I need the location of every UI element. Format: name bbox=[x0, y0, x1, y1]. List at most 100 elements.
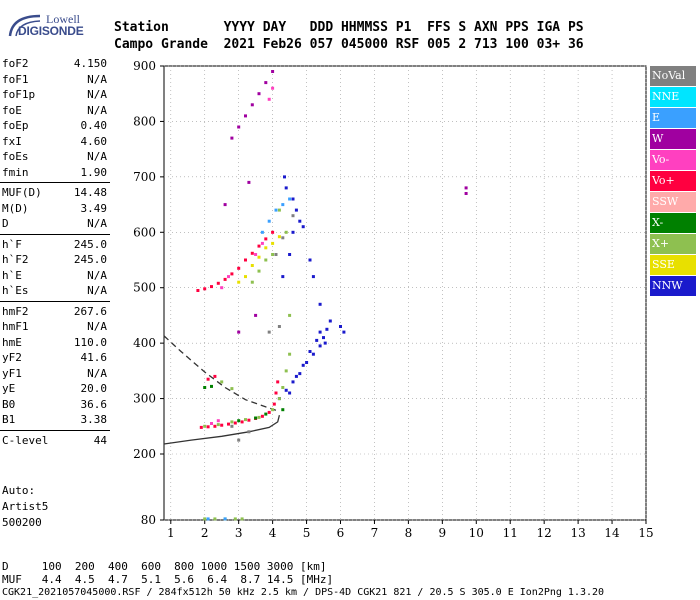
legend-item-x: X- bbox=[650, 213, 696, 234]
profile-solid-line bbox=[163, 415, 281, 445]
data-point bbox=[213, 374, 217, 378]
param-name: foEs bbox=[2, 150, 29, 163]
data-point bbox=[322, 336, 325, 340]
param-row: foF1 N/A bbox=[0, 72, 112, 88]
data-point bbox=[257, 255, 261, 259]
data-point bbox=[250, 264, 254, 267]
data-point bbox=[257, 92, 261, 96]
data-point bbox=[284, 230, 288, 234]
plot-frame bbox=[163, 65, 647, 521]
logo-line1: Lowell bbox=[46, 12, 80, 26]
data-point bbox=[244, 418, 247, 422]
legend-item-e: E bbox=[650, 108, 696, 129]
y-tick-label: 80 bbox=[141, 513, 156, 527]
param-value: 1.90 bbox=[80, 165, 108, 179]
param-value: N/A bbox=[87, 366, 107, 380]
x-tick-label: 8 bbox=[405, 526, 413, 540]
param-value: 41.6 bbox=[80, 351, 108, 364]
legend-item-noval: NoVal bbox=[650, 66, 696, 87]
param-value: N/A bbox=[87, 320, 107, 333]
data-point bbox=[237, 266, 241, 270]
data-point bbox=[230, 136, 234, 140]
file-info: CGK21_2021057045000.RSF / 284fx512h 50 k… bbox=[2, 587, 605, 598]
param-separator bbox=[0, 233, 110, 235]
data-point bbox=[301, 363, 305, 367]
data-point bbox=[311, 352, 315, 356]
param-row: B0 36.6 bbox=[0, 397, 112, 413]
data-point bbox=[250, 251, 254, 255]
data-point bbox=[298, 219, 302, 223]
data-point bbox=[267, 330, 271, 334]
param-name: h`Es bbox=[2, 284, 29, 297]
data-point bbox=[274, 208, 278, 212]
param-value: 36.6 bbox=[80, 397, 108, 411]
x-tick-label: 14 bbox=[604, 526, 620, 540]
param-name: M(D) bbox=[2, 201, 29, 215]
param-name: yF2 bbox=[2, 351, 22, 364]
param-row: h`E N/A bbox=[0, 268, 112, 284]
param-name: h`F2 bbox=[2, 253, 29, 266]
auto-label: Auto: bbox=[2, 484, 36, 497]
data-point bbox=[213, 424, 217, 428]
data-point bbox=[274, 253, 278, 256]
x-tick-label: 12 bbox=[537, 526, 552, 540]
param-value: 14.48 bbox=[73, 186, 107, 199]
data-point bbox=[277, 208, 281, 212]
data-point bbox=[257, 415, 261, 419]
data-point bbox=[233, 421, 237, 425]
y-tick-label: 300 bbox=[133, 392, 156, 406]
data-point bbox=[291, 197, 295, 201]
param-row: foF2 4.150 bbox=[0, 56, 112, 72]
data-point bbox=[230, 424, 234, 428]
distance-row: D 100 200 400 600 800 1000 1500 3000 [km… bbox=[2, 560, 327, 573]
data-point bbox=[339, 325, 342, 328]
data-point bbox=[277, 235, 281, 239]
profile-dashed-line bbox=[163, 335, 278, 412]
y-tick-label: 800 bbox=[133, 114, 156, 128]
param-row: hmF2 267.6 bbox=[0, 304, 112, 320]
data-point bbox=[203, 517, 207, 521]
data-point bbox=[216, 423, 220, 427]
param-row: M(D) 3.49 bbox=[0, 201, 112, 217]
x-tick-label: 1 bbox=[167, 526, 175, 540]
param-name: hmF2 bbox=[2, 304, 29, 318]
data-point bbox=[325, 327, 329, 331]
param-name: foF1 bbox=[2, 72, 29, 86]
data-point bbox=[244, 114, 247, 118]
param-value: 20.0 bbox=[80, 382, 108, 395]
data-point bbox=[260, 241, 264, 245]
data-point bbox=[464, 192, 468, 195]
param-row: h`F2 245.0 bbox=[0, 252, 112, 268]
param-name: foF1p bbox=[2, 88, 36, 101]
x-tick-label: 9 bbox=[439, 526, 447, 540]
data-point bbox=[294, 374, 298, 378]
legend-item-nnw: NNW bbox=[650, 276, 696, 297]
param-row: C-level 44 bbox=[0, 433, 112, 449]
param-name: yE bbox=[2, 382, 16, 395]
x-tick-label: 6 bbox=[337, 526, 345, 540]
data-point bbox=[271, 241, 275, 245]
data-point bbox=[284, 186, 288, 190]
data-point bbox=[281, 236, 285, 240]
param-separator bbox=[0, 182, 110, 183]
data-point bbox=[223, 277, 227, 281]
data-point bbox=[240, 420, 244, 424]
data-point bbox=[210, 384, 213, 388]
param-name: C-level bbox=[2, 433, 49, 447]
param-value: 110.0 bbox=[73, 335, 107, 349]
data-point bbox=[264, 81, 268, 85]
param-separator bbox=[0, 429, 110, 431]
data-point bbox=[220, 286, 224, 290]
data-point bbox=[311, 275, 315, 279]
data-point bbox=[284, 388, 288, 392]
data-point bbox=[271, 408, 275, 412]
param-name: h`E bbox=[2, 268, 22, 282]
x-tick-label: 10 bbox=[469, 526, 484, 540]
data-point bbox=[247, 180, 251, 184]
param-separator bbox=[0, 300, 110, 302]
param-name: foEp bbox=[2, 119, 29, 132]
x-tick-label: 11 bbox=[503, 526, 518, 540]
param-row: yF1 N/A bbox=[0, 366, 112, 382]
param-row: yF2 41.6 bbox=[0, 350, 112, 366]
data-point bbox=[271, 230, 275, 234]
